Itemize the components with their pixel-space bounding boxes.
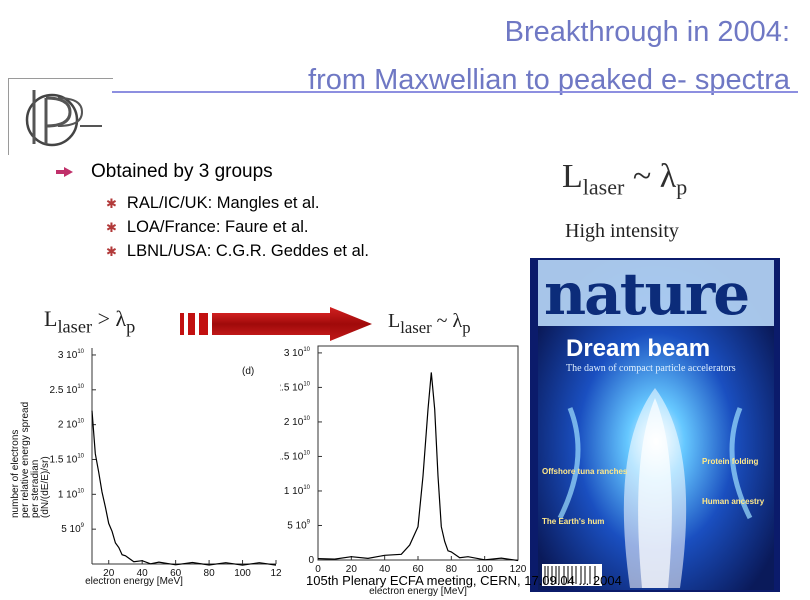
svg-text:per relative energy spread: per relative energy spread — [20, 402, 31, 518]
cover-blurb-left: Offshore tuna ranches — [542, 467, 628, 476]
sub-bullet-text: LBNL/USA: C.G.R. Geddes et al. — [126, 242, 370, 260]
star-bullet-icon: ✱ — [106, 196, 117, 211]
cover-blurb-left: The Earth's hum — [542, 517, 604, 526]
title-line-2: from Maxwellian to peaked e- spectra — [308, 64, 790, 96]
y-tick-label: 0 — [308, 555, 314, 566]
arrow-tail-bar — [180, 313, 184, 335]
formula-lambda: λ — [659, 158, 677, 195]
left-y-axis-label: number of electrons per relative energy … — [10, 402, 51, 518]
formula-L: L — [388, 310, 401, 332]
formula-op: > — [92, 306, 116, 331]
title-rule — [112, 91, 798, 93]
x-tick-label: 100 — [476, 564, 493, 575]
formula-sub-p: p — [462, 317, 471, 337]
x-tick-label: 80 — [204, 568, 216, 579]
x-tick-label: 120 — [510, 564, 527, 575]
spectrum-chart-peaked: electron energy [MeV] 0 20 40 60 80 100 120 0 5 … — [280, 345, 527, 597]
footer-text: 105th Plenary ECFA meeting, CERN, 17.09.… — [306, 573, 622, 588]
y-tick-label: 3 1010 — [284, 347, 311, 359]
x-axis-label: electron energy [MeV] — [85, 576, 183, 587]
x-tick-label: 60 — [170, 568, 182, 579]
logo-frame — [8, 78, 113, 155]
cover-headline: Dream beam — [566, 335, 710, 362]
formula-L: L — [562, 158, 583, 195]
arrow-bullet-icon — [56, 166, 73, 177]
cover-blurb-right: Protein folding — [702, 457, 759, 466]
formula-left: Llaser > λp — [44, 306, 135, 337]
formula-L: L — [44, 306, 58, 331]
x-tick-label: 80 — [446, 564, 458, 575]
cover-masthead: nature — [544, 260, 748, 328]
arrow-shaft — [212, 313, 332, 335]
panel-label: (d) — [242, 366, 254, 377]
sub-bullet-text: RAL/IC/UK: Mangles et al. — [126, 194, 320, 212]
x-axis-label: electron energy [MeV] — [369, 586, 467, 597]
y-tick-label: 1 1010 — [284, 485, 311, 497]
star-bullet-icon: ✱ — [106, 244, 117, 259]
y-tick-label: 2 1010 — [284, 416, 311, 428]
x-tick-label: 12 — [270, 568, 282, 579]
x-tick-label: 100 — [234, 568, 251, 579]
bullet-main-text: Obtained by 3 groups — [91, 161, 273, 182]
y-tick-label: 2 1010 — [58, 419, 85, 431]
x-tick-label: 40 — [137, 568, 149, 579]
x-tick-label: 60 — [412, 564, 424, 575]
sub-bullet: ✱ LBNL/USA: C.G.R. Geddes et al. — [106, 242, 369, 261]
institute-logo — [25, 90, 102, 147]
sub-bullet-text: LOA/France: Faure et al. — [126, 218, 309, 236]
y-tick-label: 5 109 — [287, 519, 310, 531]
formula-lambda: λ — [452, 310, 463, 332]
formula-sub-laser: laser — [582, 174, 625, 200]
series-line — [317, 372, 519, 562]
arrow-head — [330, 307, 372, 341]
y-tick-label: 2.5 1010 — [50, 384, 85, 396]
y-tick-label: 1.5 1010 — [50, 453, 85, 465]
formula-op: ~ — [431, 310, 453, 332]
high-intensity-label: High intensity — [565, 220, 679, 242]
cover-subheadline: The dawn of compact particle accelerator… — [566, 363, 736, 374]
series-line — [91, 410, 277, 566]
svg-text:per steradian: per steradian — [30, 460, 41, 518]
formula-sub-p: p — [676, 174, 688, 200]
star-bullet-icon: ✱ — [106, 220, 117, 235]
formula-sub-laser: laser — [57, 316, 93, 337]
x-tick-label: 0 — [315, 564, 321, 575]
formula-sub-laser: laser — [400, 317, 432, 337]
sub-bullet: ✱ LOA/France: Faure et al. — [106, 218, 309, 237]
formula-op: ~ — [624, 158, 660, 195]
nature-cover-image: nature Dream beam The dawn of compact pa… — [530, 258, 780, 592]
y-tick-label: 1.5 1010 — [280, 450, 311, 462]
formula-right: Llaser ~ λp — [562, 158, 687, 201]
x-tick-label: 20 — [103, 568, 115, 579]
arrow-tail-bar — [199, 313, 208, 335]
spectrum-chart-maxwellian: number of electrons per relative energy … — [10, 348, 282, 587]
svg-text:(dN/(dE/E)/sr): (dN/(dE/E)/sr) — [40, 456, 51, 518]
svg-text:number of electrons: number of electrons — [10, 430, 21, 518]
formula-middle: Llaser ~ λp — [388, 310, 471, 338]
formula-lambda: λ — [115, 306, 127, 331]
bullet-main: Obtained by 3 groups — [56, 161, 273, 183]
y-tick-label: 2.5 1010 — [280, 381, 311, 393]
x-tick-label: 20 — [346, 564, 358, 575]
transition-arrow — [180, 307, 372, 341]
formula-sub-p: p — [126, 316, 136, 337]
y-tick-label: 1 1010 — [58, 488, 85, 500]
sub-bullet: ✱ RAL/IC/UK: Mangles et al. — [106, 194, 319, 213]
x-tick-label: 40 — [379, 564, 391, 575]
title-line-1: Breakthrough in 2004: — [504, 16, 790, 48]
y-tick-label: 3 1010 — [58, 349, 85, 361]
cover-blurb-right: Human ancestry — [702, 497, 765, 506]
arrow-tail-bar — [188, 313, 195, 335]
y-tick-label: 5 109 — [61, 523, 84, 535]
